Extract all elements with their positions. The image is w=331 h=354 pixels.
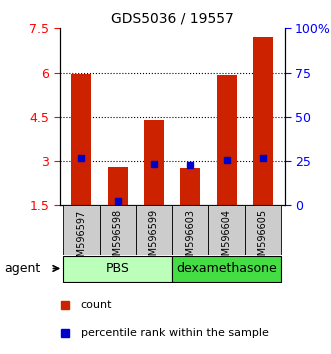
Title: GDS5036 / 19557: GDS5036 / 19557 [111,12,233,26]
Text: percentile rank within the sample: percentile rank within the sample [81,327,269,338]
Bar [216,75,237,205]
Bar [253,37,273,205]
Text: GSM596604: GSM596604 [221,209,232,268]
Bar [144,120,164,205]
Text: dexamethasone: dexamethasone [176,262,277,275]
Text: GSM596598: GSM596598 [113,209,123,268]
Text: PBS: PBS [106,262,130,275]
Text: count: count [81,299,112,310]
Bar [180,169,200,205]
Text: agent: agent [4,262,41,275]
Bar [209,205,245,255]
Bar [63,205,100,255]
Text: GSM596603: GSM596603 [185,209,195,268]
Bar [172,205,209,255]
Bar [63,256,172,282]
Text: GSM596597: GSM596597 [76,209,86,269]
Bar [100,205,136,255]
Text: GSM596599: GSM596599 [149,209,159,268]
Bar [136,205,172,255]
Bar [108,167,128,205]
Text: GSM596605: GSM596605 [258,209,268,268]
Bar [172,256,281,282]
Bar [245,205,281,255]
Bar [71,74,91,205]
